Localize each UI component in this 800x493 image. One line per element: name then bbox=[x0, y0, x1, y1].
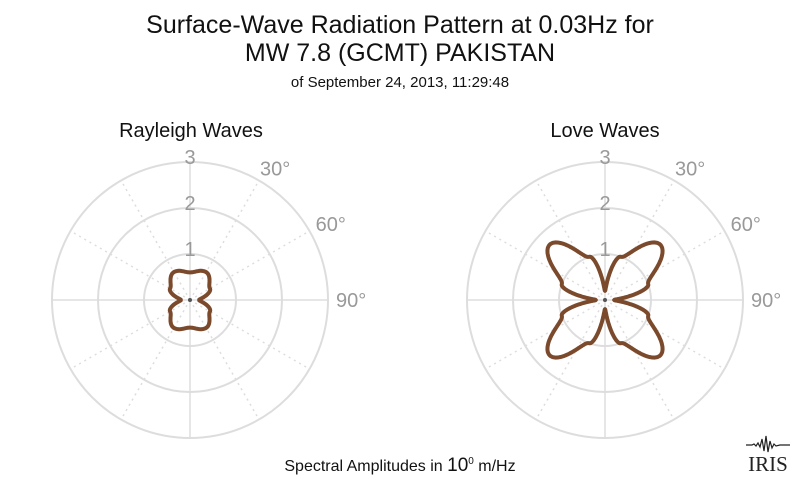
radial-tick-label: 1 bbox=[599, 239, 610, 261]
units-prefix: Spectral Amplitudes in bbox=[284, 458, 448, 475]
chart-title-line2: MW 7.8 (GCMT) PAKISTAN bbox=[244, 39, 556, 67]
radial-tick-label: 1 bbox=[184, 239, 195, 261]
grid-spoke bbox=[604, 299, 675, 420]
grid-spoke bbox=[189, 299, 310, 370]
grid-spoke bbox=[189, 230, 310, 301]
grid-ring bbox=[466, 161, 744, 439]
grid-spoke bbox=[120, 180, 191, 301]
grid-spoke bbox=[70, 299, 191, 370]
units-exponent: 0 bbox=[468, 455, 474, 467]
grid-ring bbox=[143, 253, 237, 347]
grid-spoke bbox=[604, 230, 725, 301]
center-point bbox=[603, 298, 607, 302]
iris-logo-text: IRIS bbox=[748, 452, 788, 476]
radial-tick-label: 3 bbox=[184, 147, 195, 169]
radial-tick-label: 3 bbox=[599, 147, 610, 169]
grid-spoke bbox=[535, 299, 606, 420]
radiation-pattern-curve bbox=[545, 240, 665, 360]
grid-spoke bbox=[535, 180, 606, 301]
units-unit: m/Hz bbox=[473, 458, 516, 475]
units-base: 10 bbox=[447, 455, 469, 476]
chart-title-line1: Surface-Wave Radiation Pattern at 0.03Hz… bbox=[146, 11, 654, 39]
radiation-pattern-curve bbox=[167, 268, 213, 332]
radial-tick-label: 2 bbox=[184, 193, 195, 215]
grid-ring bbox=[558, 253, 652, 347]
grid-spoke bbox=[70, 230, 191, 301]
center-point bbox=[188, 298, 192, 302]
grid-spoke bbox=[189, 180, 260, 301]
angle-tick-label: 30° bbox=[260, 158, 290, 180]
grid-spoke bbox=[120, 299, 191, 420]
rayleigh-panel-title: Rayleigh Waves bbox=[119, 120, 263, 142]
grid-spoke bbox=[485, 299, 606, 370]
grid-spoke bbox=[485, 230, 606, 301]
grid-spoke bbox=[604, 180, 675, 301]
angle-tick-label: 90° bbox=[751, 290, 781, 312]
angle-tick-label: 90° bbox=[336, 290, 366, 312]
grid-ring bbox=[512, 207, 698, 393]
grid-ring bbox=[97, 207, 283, 393]
iris-logo: IRIS bbox=[744, 433, 792, 477]
seismogram-icon bbox=[746, 435, 790, 453]
angle-tick-label: 60° bbox=[316, 214, 346, 236]
amplitude-units-label: Spectral Amplitudes in 100 m/Hz bbox=[0, 455, 800, 477]
love-panel-title: Love Waves bbox=[550, 120, 660, 142]
radial-tick-label: 2 bbox=[599, 193, 610, 215]
grid-spoke bbox=[604, 299, 725, 370]
angle-tick-label: 60° bbox=[731, 214, 761, 236]
chart-subtitle: of September 24, 2013, 11:29:48 bbox=[290, 74, 510, 91]
grid-ring bbox=[51, 161, 329, 439]
angle-tick-label: 30° bbox=[675, 158, 705, 180]
grid-spoke bbox=[189, 299, 260, 420]
